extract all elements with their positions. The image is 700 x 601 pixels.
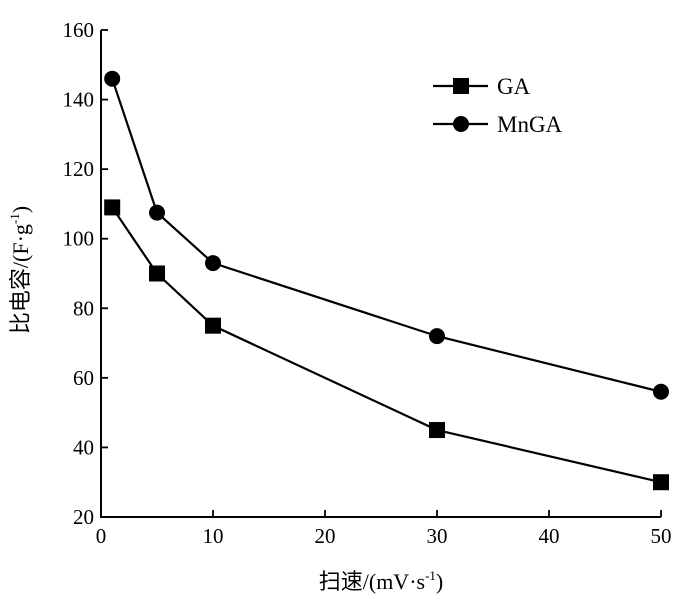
y-tick-label: 120 bbox=[63, 157, 95, 181]
y-tick-label: 160 bbox=[63, 18, 95, 42]
x-axis-title: 扫速/(mV·s-1) bbox=[319, 568, 444, 594]
data-point-ga bbox=[104, 199, 121, 216]
data-point-ga bbox=[149, 265, 165, 282]
data-point-mnga bbox=[653, 383, 669, 400]
y-axis-ticks: 20 40 60 80 100 120 140 160 bbox=[63, 18, 108, 529]
data-point-mnga bbox=[205, 255, 221, 272]
y-tick-label: 80 bbox=[73, 296, 94, 320]
legend-label-mnga: MnGA bbox=[497, 112, 563, 137]
legend-marker-ga bbox=[453, 78, 469, 94]
data-point-ga bbox=[205, 317, 221, 334]
data-point-mnga bbox=[429, 328, 445, 345]
series-line-mnga bbox=[111, 78, 662, 393]
y-tick-label: 100 bbox=[63, 227, 95, 251]
data-point-mnga bbox=[104, 70, 121, 87]
series-mnga bbox=[104, 70, 669, 400]
x-axis-ticks: 0 10 20 30 40 50 bbox=[96, 510, 672, 548]
data-point-ga bbox=[429, 422, 445, 439]
x-tick-label: 50 bbox=[651, 524, 672, 548]
x-tick-label: 20 bbox=[315, 524, 336, 548]
y-axis-title: 比电容/(F·g-1) bbox=[7, 206, 33, 334]
data-point-mnga bbox=[149, 204, 165, 221]
series-ga bbox=[104, 199, 669, 491]
x-tick-label: 30 bbox=[427, 524, 448, 548]
y-tick-label: 60 bbox=[73, 366, 94, 390]
axes-frame bbox=[100, 30, 661, 518]
y-tick-label: 140 bbox=[63, 88, 95, 112]
series-layer bbox=[104, 70, 669, 491]
x-tick-label: 40 bbox=[539, 524, 560, 548]
legend-entry-ga: GA bbox=[433, 74, 531, 99]
legend-entry-mnga: MnGA bbox=[433, 112, 563, 137]
y-tick-label: 40 bbox=[73, 435, 94, 459]
legend: GA MnGA bbox=[433, 74, 563, 137]
series-line-ga bbox=[111, 206, 662, 484]
x-tick-label: 0 bbox=[96, 524, 107, 548]
x-tick-label: 10 bbox=[203, 524, 224, 548]
legend-label-ga: GA bbox=[497, 74, 531, 99]
data-point-ga bbox=[653, 474, 669, 491]
legend-marker-mnga bbox=[453, 116, 469, 132]
y-tick-label: 20 bbox=[73, 505, 94, 529]
